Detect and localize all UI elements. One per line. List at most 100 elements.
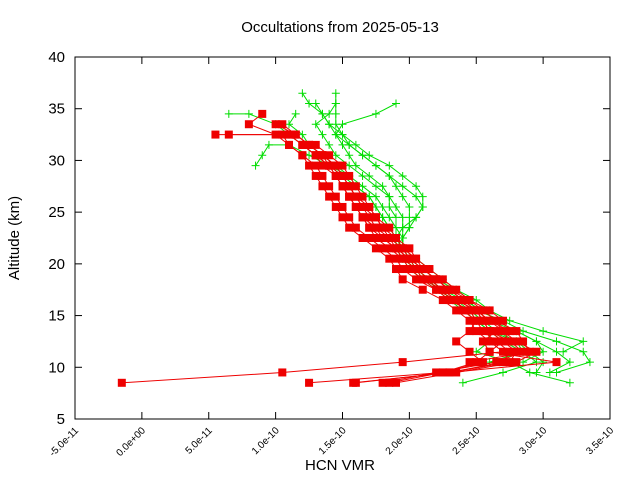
data-point xyxy=(244,109,253,118)
data-point xyxy=(465,306,474,315)
data-point xyxy=(505,358,514,367)
data-point xyxy=(318,161,327,170)
data-point xyxy=(298,89,307,98)
data-point xyxy=(358,213,367,222)
data-point xyxy=(512,337,521,346)
data-point xyxy=(398,192,407,201)
profile-line xyxy=(228,134,511,384)
data-point xyxy=(392,244,400,253)
data-point xyxy=(492,358,501,367)
x-tick-label: 5.0e-11 xyxy=(184,425,216,457)
data-point xyxy=(458,306,467,315)
data-point xyxy=(405,223,414,232)
data-point xyxy=(311,171,320,180)
data-point xyxy=(331,171,340,180)
data-point xyxy=(499,358,507,367)
data-point xyxy=(325,192,334,201)
data-point xyxy=(325,151,334,160)
data-point xyxy=(298,130,307,139)
data-point xyxy=(398,265,407,274)
data-point xyxy=(539,347,548,356)
data-point xyxy=(338,140,347,149)
data-point xyxy=(358,202,367,211)
data-point xyxy=(398,223,407,232)
data-point xyxy=(318,182,327,191)
data-point xyxy=(331,109,340,118)
data-point xyxy=(485,347,494,356)
data-point xyxy=(472,327,481,336)
data-point xyxy=(539,358,548,367)
data-point xyxy=(244,120,253,129)
data-point xyxy=(258,109,267,118)
data-point xyxy=(345,213,354,222)
data-point xyxy=(291,109,300,118)
data-point xyxy=(465,347,474,356)
data-point xyxy=(298,140,307,149)
data-point xyxy=(418,192,427,201)
data-point xyxy=(358,171,367,180)
data-point xyxy=(505,337,514,346)
data-point xyxy=(425,275,434,284)
data-point xyxy=(392,99,400,108)
y-tick-label: 10 xyxy=(48,359,65,376)
data-point xyxy=(398,182,407,191)
data-point xyxy=(371,202,380,211)
data-point xyxy=(385,192,394,201)
data-point xyxy=(499,327,507,336)
data-point xyxy=(452,337,461,346)
data-point xyxy=(398,244,407,253)
data-point xyxy=(371,192,380,201)
data-point xyxy=(331,120,340,129)
data-point xyxy=(365,202,374,211)
data-point xyxy=(331,161,340,170)
x-tick-label: 1.5e-10 xyxy=(317,425,349,457)
data-point xyxy=(338,213,347,222)
x-tick-label: -5.0e-11 xyxy=(48,425,82,459)
data-point xyxy=(579,337,588,346)
data-point xyxy=(371,234,380,242)
data-point xyxy=(525,368,534,377)
data-point xyxy=(338,171,347,180)
data-point xyxy=(532,347,541,356)
x-tick-label: 3.5e-10 xyxy=(584,425,616,457)
x-axis-label: HCN VMR xyxy=(305,457,375,474)
data-point xyxy=(371,244,380,253)
data-point xyxy=(445,285,454,294)
y-tick-label: 20 xyxy=(48,256,65,273)
data-point xyxy=(405,244,414,253)
data-point xyxy=(512,358,521,367)
data-point xyxy=(351,140,360,149)
data-point xyxy=(405,213,414,222)
data-point xyxy=(338,120,347,129)
data-point xyxy=(478,316,487,325)
data-point xyxy=(398,275,407,284)
data-point xyxy=(412,254,421,263)
data-point xyxy=(385,378,394,387)
data-point xyxy=(412,192,421,201)
data-point xyxy=(438,275,447,284)
data-point xyxy=(438,285,447,294)
data-point xyxy=(398,171,407,180)
data-point xyxy=(418,285,427,294)
data-point xyxy=(472,306,481,315)
data-point xyxy=(565,358,574,367)
data-point xyxy=(412,213,421,222)
data-point xyxy=(465,296,474,305)
data-point xyxy=(385,234,394,242)
data-point xyxy=(492,327,501,336)
data-point xyxy=(311,99,320,108)
data-point xyxy=(358,234,367,242)
data-point xyxy=(545,368,554,377)
data-point xyxy=(371,109,380,118)
data-point xyxy=(465,316,474,325)
data-point xyxy=(325,182,334,191)
data-point xyxy=(505,347,514,356)
data-point xyxy=(519,347,528,356)
data-point xyxy=(405,254,414,263)
data-point xyxy=(378,202,387,211)
data-point xyxy=(492,337,501,346)
data-point xyxy=(285,120,293,129)
data-point xyxy=(358,182,367,191)
data-point xyxy=(425,265,434,274)
